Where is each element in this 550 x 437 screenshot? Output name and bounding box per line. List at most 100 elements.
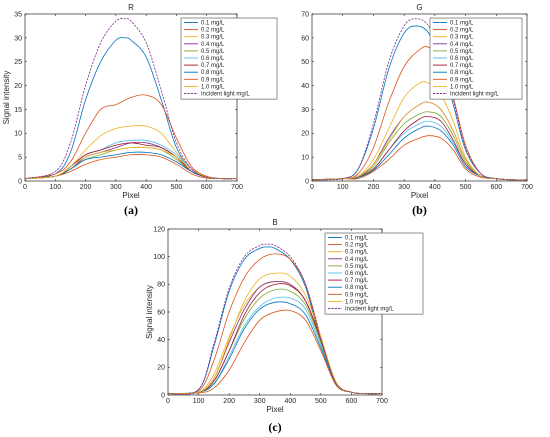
legend-entry: 0.4 mg/L: [450, 42, 474, 48]
y-tick-label: 20: [14, 83, 22, 90]
panel-caption: (a): [124, 203, 138, 217]
legend-entry: 1.0 mg/L: [201, 84, 225, 90]
legend: 0.1 mg/L0.2 mg/L0.3 mg/L0.4 mg/L0.5 mg/L…: [324, 232, 424, 315]
legend-entry: 0.9 mg/L: [201, 77, 225, 83]
legend-entry: 0.7 mg/L: [450, 63, 474, 69]
x-tick-label: 400: [284, 398, 296, 405]
legend-entry: 0.2 mg/L: [345, 243, 369, 249]
legend-entry: 0.5 mg/L: [450, 49, 474, 55]
y-axis-label: Signal intensity: [145, 285, 154, 339]
legend-box: [180, 17, 278, 100]
x-tick-label: 200: [368, 184, 380, 191]
legend-entry: 0.8 mg/L: [201, 70, 225, 76]
legend-entry: 1.0 mg/L: [450, 84, 474, 90]
legend-entry: 0.4 mg/L: [345, 257, 369, 263]
panel-caption: (c): [268, 420, 281, 434]
x-tick-label: 400: [429, 184, 441, 191]
legend-entry: Incident light mg/L: [201, 92, 250, 98]
x-tick-label: 600: [490, 184, 502, 191]
y-tick-label: 5: [18, 155, 22, 162]
y-axis-label: Signal intensity: [2, 71, 11, 125]
x-axis-label: Pixel: [266, 405, 284, 414]
x-tick-label: 100: [49, 184, 61, 191]
y-tick-label: 120: [153, 226, 165, 233]
chart-title: B: [272, 218, 277, 227]
legend: 0.1 mg/L0.2 mg/L0.3 mg/L0.4 mg/L0.5 mg/L…: [180, 17, 278, 100]
series-line: [25, 94, 237, 180]
x-tick-label: 300: [254, 398, 266, 405]
legend-entry: 0.4 mg/L: [201, 42, 225, 48]
legend-entry: 0.6 mg/L: [345, 271, 369, 277]
legend-entry: 0.1 mg/L: [345, 236, 369, 242]
x-tick-label: 500: [315, 398, 327, 405]
legend: 0.1 mg/L0.2 mg/L0.3 mg/L0.4 mg/L0.5 mg/L…: [429, 17, 523, 100]
series-line: [312, 101, 527, 181]
x-tick-label: 300: [110, 184, 122, 191]
legend-entry: 0.1 mg/L: [450, 21, 474, 27]
series-line: [25, 154, 237, 180]
x-tick-label: 100: [193, 398, 205, 405]
chart-panel-g: 0 100 200 300 400 500 600 700 0 10 20 30 40 50 60 70 G Pi…: [301, 3, 533, 217]
legend-entry: Incident light mg/L: [450, 92, 499, 98]
legend-box: [324, 232, 424, 315]
y-tick-label: 50: [301, 59, 309, 66]
legend-entry: 0.7 mg/L: [345, 278, 369, 284]
y-tick-label: 0: [305, 178, 309, 185]
x-tick-label: 600: [346, 398, 358, 405]
y-tick-label: 100: [153, 254, 165, 261]
legend-entry: 0.2 mg/L: [450, 28, 474, 34]
x-tick-label: 200: [80, 184, 92, 191]
series-line: [168, 243, 382, 395]
x-tick-label: 0: [166, 398, 170, 405]
panel-caption: (b): [412, 203, 427, 217]
x-tick-label: 700: [521, 184, 533, 191]
y-tick-label: 20: [301, 131, 309, 138]
y-tick-label: 80: [157, 282, 165, 289]
x-tick-label: 200: [223, 398, 235, 405]
y-tick-label: 0: [161, 392, 165, 399]
legend-entry: 0.6 mg/L: [450, 56, 474, 62]
x-tick-label: 600: [201, 184, 213, 191]
y-tick-label: 0: [18, 178, 22, 185]
legend-entry: 0.8 mg/L: [345, 285, 369, 291]
x-tick-label: 400: [140, 184, 152, 191]
legend-entry: 1.0 mg/L: [345, 299, 369, 305]
chart-title: R: [128, 3, 134, 12]
y-tick-label: 25: [14, 59, 22, 66]
y-tick-label: 10: [14, 131, 22, 138]
x-tick-label: 500: [460, 184, 472, 191]
legend-entry: 0.3 mg/L: [201, 35, 225, 41]
x-tick-label: 700: [376, 398, 388, 405]
y-tick-label: 40: [157, 337, 165, 344]
x-tick-label: 700: [231, 184, 243, 191]
x-axis-label: Pixel: [122, 191, 140, 200]
series-line: [25, 146, 237, 180]
y-tick-label: 70: [301, 11, 309, 18]
chart-title: G: [416, 3, 422, 12]
series-line: [168, 272, 382, 395]
legend-entry: 0.9 mg/L: [345, 292, 369, 298]
y-tick-label: 30: [301, 107, 309, 114]
legend-entry: 0.9 mg/L: [450, 77, 474, 83]
legend-entry: 0.3 mg/L: [345, 250, 369, 256]
chart-panel-b: 0 100 200 300 400 500 600 700 0 20 40 60 80 100 120 B Pi…: [145, 218, 424, 434]
y-tick-label: 35: [14, 11, 22, 18]
x-tick-label: 0: [310, 184, 314, 191]
chart-panel-r: 0 100 200 300 400 500 600 700 0 5 10 15 20 25 30 35 R Pix…: [2, 3, 278, 217]
series-line: [25, 18, 237, 180]
x-tick-label: 500: [171, 184, 183, 191]
legend-entry: 0.1 mg/L: [201, 21, 225, 27]
y-tick-label: 40: [301, 83, 309, 90]
series-line: [312, 18, 527, 181]
x-tick-label: 0: [23, 184, 27, 191]
legend-entry: 0.8 mg/L: [450, 70, 474, 76]
legend-entry: 0.2 mg/L: [201, 28, 225, 34]
legend-box: [429, 17, 523, 100]
x-tick-label: 300: [398, 184, 410, 191]
y-tick-label: 30: [14, 35, 22, 42]
legend-entry: 0.7 mg/L: [201, 63, 225, 69]
legend-entry: 0.6 mg/L: [201, 56, 225, 62]
y-tick-label: 20: [157, 365, 165, 372]
y-tick-label: 60: [157, 309, 165, 316]
